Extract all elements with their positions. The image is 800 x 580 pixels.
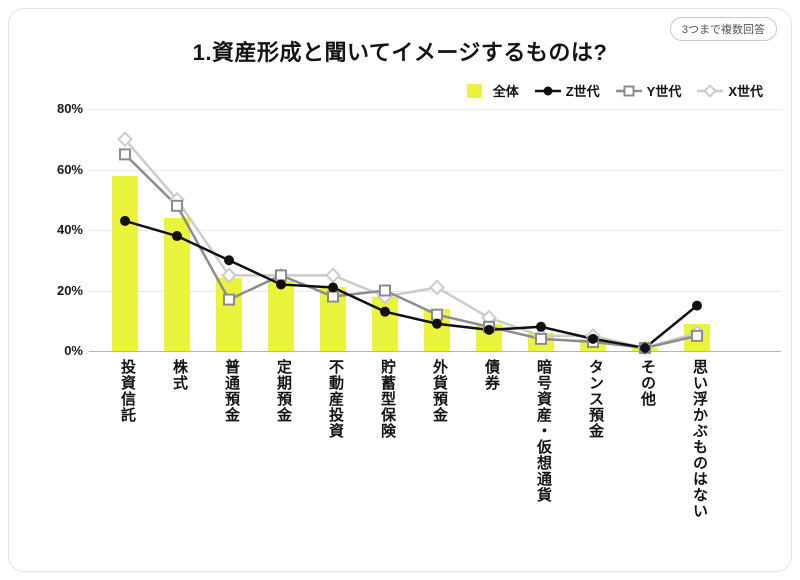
bar bbox=[320, 287, 346, 351]
line-circle-swatch-icon bbox=[534, 86, 561, 95]
multiple-answer-badge: 3つまで複数回答 bbox=[669, 17, 777, 41]
gridline bbox=[89, 230, 781, 231]
bar bbox=[268, 281, 294, 351]
x-axis-category-label: その他 bbox=[639, 359, 656, 407]
x-axis-category-label: 不動産投資 bbox=[327, 359, 344, 439]
gridline bbox=[89, 290, 781, 292]
circle-marker bbox=[224, 255, 234, 266]
line-diamond-swatch-icon bbox=[697, 83, 724, 98]
gridline bbox=[89, 109, 781, 110]
x-axis-category-label: 株式 bbox=[171, 359, 188, 391]
bar bbox=[684, 323, 710, 351]
bar bbox=[164, 217, 190, 351]
legend-item: Z世代 bbox=[534, 81, 600, 100]
bar bbox=[372, 296, 398, 351]
legend-label: Y世代 bbox=[646, 84, 682, 99]
bar bbox=[216, 278, 242, 351]
bar-swatch-icon bbox=[466, 83, 482, 98]
x-axis-category-label: 定期預金 bbox=[275, 359, 292, 423]
legend-item: X世代 bbox=[697, 81, 763, 100]
square-marker bbox=[119, 148, 131, 161]
diamond-marker bbox=[325, 267, 341, 284]
circle-marker bbox=[536, 321, 546, 332]
y-axis-tick-label: 20% bbox=[56, 282, 83, 298]
x-axis-category-label: 普通預金 bbox=[223, 359, 240, 423]
gridline bbox=[89, 169, 781, 171]
legend-label: Z世代 bbox=[565, 84, 600, 99]
x-axis-category-label: 暗号資産・仮想通貨 bbox=[535, 359, 552, 503]
square-marker bbox=[171, 199, 183, 212]
gridline bbox=[89, 351, 781, 352]
diamond-marker bbox=[169, 191, 185, 208]
diamond-marker bbox=[273, 267, 289, 284]
line-square bbox=[124, 153, 698, 350]
line-diamond bbox=[124, 138, 698, 350]
line-square-swatch-icon bbox=[615, 85, 642, 96]
bar bbox=[632, 347, 658, 351]
x-axis-category-label: 投資信託 bbox=[119, 359, 136, 423]
bar bbox=[476, 323, 502, 351]
legend-item: Y世代 bbox=[615, 81, 682, 100]
diamond-marker bbox=[117, 131, 133, 148]
legend: 全体 Z世代 Y世代 X世代 bbox=[462, 81, 763, 100]
chart-card: 3つまで複数回答 1.資産形成と聞いてイメージするものは? 全体 Z世代 Y世代 X世… bbox=[8, 8, 792, 572]
x-axis-category-label: 思い浮かぶものはない bbox=[691, 359, 708, 519]
legend-label: X世代 bbox=[728, 84, 763, 99]
x-axis-category-label: タンス預金 bbox=[587, 359, 604, 439]
x-axis-category-label: 貯蓄型保険 bbox=[379, 359, 396, 439]
diamond-marker bbox=[481, 309, 497, 326]
diamond-marker bbox=[429, 279, 445, 296]
bar bbox=[580, 338, 606, 351]
bar bbox=[112, 175, 138, 351]
x-axis-category-label: 債券 bbox=[483, 359, 500, 391]
y-axis-tick-label: 0% bbox=[64, 343, 83, 358]
chart-title: 1.資産形成と聞いてイメージするものは? bbox=[192, 40, 608, 65]
chart-plot-area: 0% 20% 40% 60% 80% 投資信託 株式 普通預金 定期預金 不動産投資 貯蓄型保険 外貨… bbox=[9, 9, 793, 573]
square-marker bbox=[275, 269, 287, 282]
y-axis-tick-label: 80% bbox=[56, 101, 83, 116]
y-axis-tick-label: 60% bbox=[56, 161, 83, 177]
y-axis-tick-label: 40% bbox=[56, 222, 83, 237]
bar bbox=[528, 332, 554, 351]
legend-label: 全体 bbox=[492, 84, 519, 99]
legend-item: 全体 bbox=[462, 81, 519, 100]
circle-marker bbox=[692, 300, 702, 311]
line-circle bbox=[124, 219, 698, 350]
x-axis-category-label: 外貨預金 bbox=[431, 359, 448, 423]
bar bbox=[424, 308, 450, 351]
